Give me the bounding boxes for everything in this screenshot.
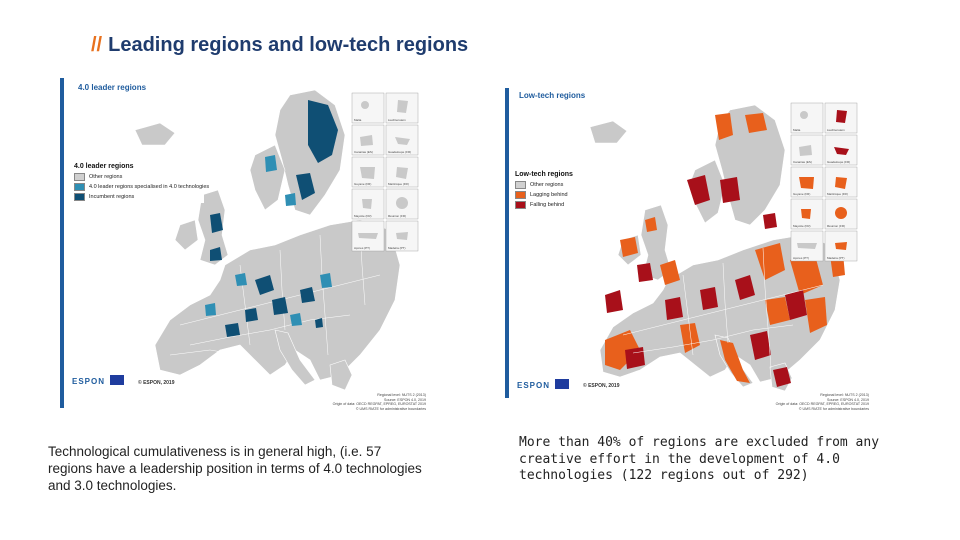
legend-label: Other regions xyxy=(89,174,123,180)
swatch-other xyxy=(515,181,526,189)
left-caption: Technological cumulativeness is in gener… xyxy=(48,443,428,494)
title-text: Leading regions and low-tech regions xyxy=(108,34,469,56)
copyright: © ESPON, 2019 xyxy=(583,383,620,389)
legend-item-other: Other regions xyxy=(515,181,595,189)
eu-flag-icon xyxy=(110,375,124,385)
leader-map-header: 4.0 leader regions xyxy=(78,83,147,92)
inset-labels-right: Malta Liechtenstein Canarias (ES) Guadeloup… xyxy=(793,128,850,260)
espon-logo: ESPON xyxy=(517,381,551,390)
inset-label: Guyane (FR) xyxy=(793,192,810,196)
inset-label: Açores (PT) xyxy=(354,246,370,250)
inset-labels-left: Malta Liechtenstein Canarias (ES) Guadeloup… xyxy=(354,118,411,250)
lowtech-map-header: Low-tech regions xyxy=(519,91,586,100)
lowtech-legend-title: Low-tech regions xyxy=(515,171,573,178)
falling-behind-regions xyxy=(605,175,807,387)
leader-legend-title: 4.0 leader regions xyxy=(74,163,134,170)
legend-item-incumbent: Incumbent regions xyxy=(74,193,204,201)
inset-label: Madeira (PT) xyxy=(827,256,845,260)
swatch-falling xyxy=(515,201,526,209)
inset-label: Réunion (FR) xyxy=(388,214,406,218)
legend-label: 4.0 leader regions specialised in 4.0 te… xyxy=(89,184,210,190)
inset-label: Malta xyxy=(354,118,362,122)
inset-label: Canarias (ES) xyxy=(793,160,812,164)
copyright: © ESPON, 2019 xyxy=(138,380,175,386)
inset-label: Martinique (FR) xyxy=(827,192,848,196)
swatch-incumbent xyxy=(74,193,85,201)
legend-label: Other regions xyxy=(530,182,564,188)
lowtech-legend: Low-tech regions Other regions Lagging b… xyxy=(515,171,595,211)
specialised-regions xyxy=(205,155,332,326)
inset-label: Guyane (FR) xyxy=(354,182,371,186)
leader-legend: 4.0 leader regions Other regions 4.0 lea… xyxy=(74,163,209,203)
inset-label: Liechtenstein xyxy=(827,128,845,132)
incumbent-regions xyxy=(210,100,338,337)
inset-label: Malta xyxy=(793,128,801,132)
source-note: Regional level: NUTS 2 (2013) Source: ES… xyxy=(332,393,426,411)
eu-flag-icon xyxy=(555,379,569,389)
legend-label: Lagging behind xyxy=(530,192,568,198)
title-prefix: // xyxy=(91,34,103,56)
inset-label: Guadeloupe (FR) xyxy=(827,160,850,164)
region-boundaries xyxy=(622,247,824,369)
swatch-other xyxy=(74,173,85,181)
inset-label: Mayotte (FR) xyxy=(354,214,372,218)
inset-label: Martinique (FR) xyxy=(388,182,409,186)
leader-map-graphic: Malta Liechtenstein Canarias (ES) Guadeloup… xyxy=(60,75,432,415)
inset-label: Guadeloupe (FR) xyxy=(388,150,411,154)
inset-label: Liechtenstein xyxy=(388,118,406,122)
source-note: Regional level: NUTS 2 (2013) Source: ES… xyxy=(775,393,869,411)
lowtech-map-graphic: Malta Liechtenstein Canarias (ES) Guadeloup… xyxy=(505,85,873,415)
inset-maps xyxy=(351,92,419,252)
inset-label: Madeira (PT) xyxy=(388,246,406,250)
legend-item-other: Other regions xyxy=(74,173,204,181)
right-caption: More than 40% of regions are excluded fr… xyxy=(519,435,880,483)
legend-label: Falling behind xyxy=(530,202,565,208)
leader-regions-map: Malta Liechtenstein Canarias (ES) Guadeloup… xyxy=(60,75,432,415)
region-boundaries xyxy=(169,224,381,356)
inset-label: Açores (PT) xyxy=(793,256,809,260)
inset-label: Canarias (ES) xyxy=(354,150,373,154)
legend-item-specialised: 4.0 leader regions specialised in 4.0 te… xyxy=(74,183,209,191)
legend-label: Incumbent regions xyxy=(89,194,135,200)
swatch-specialised xyxy=(74,183,85,191)
swatch-lagging xyxy=(515,191,526,199)
legend-item-falling: Falling behind xyxy=(515,201,595,209)
lagging-behind-regions xyxy=(605,113,845,383)
left-caption-rest: is in general high, (i.e. 57 regions hav… xyxy=(48,444,422,493)
left-caption-bold: Technological cumulativeness xyxy=(48,444,227,459)
low-tech-regions-map: Malta Liechtenstein Canarias (ES) Guadeloup… xyxy=(505,85,873,415)
espon-logo: ESPON xyxy=(72,377,106,386)
slide-title: //Leading regions and low-tech regions xyxy=(91,34,468,57)
inset-label: Mayotte (FR) xyxy=(793,224,811,228)
inset-label: Réunion (FR) xyxy=(827,224,845,228)
legend-item-lagging: Lagging behind xyxy=(515,191,595,199)
